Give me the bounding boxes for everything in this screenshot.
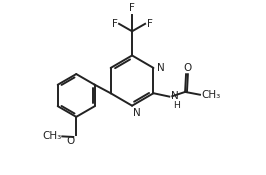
Text: CH₃: CH₃ bbox=[201, 90, 220, 100]
Text: CH₃: CH₃ bbox=[42, 131, 61, 141]
Text: F: F bbox=[147, 19, 152, 29]
Text: H: H bbox=[173, 101, 180, 110]
Text: N: N bbox=[171, 91, 178, 101]
Text: N: N bbox=[133, 108, 140, 118]
Text: O: O bbox=[184, 63, 192, 73]
Text: N: N bbox=[157, 63, 165, 73]
Text: F: F bbox=[112, 19, 118, 29]
Text: O: O bbox=[66, 136, 75, 146]
Text: F: F bbox=[129, 3, 135, 13]
